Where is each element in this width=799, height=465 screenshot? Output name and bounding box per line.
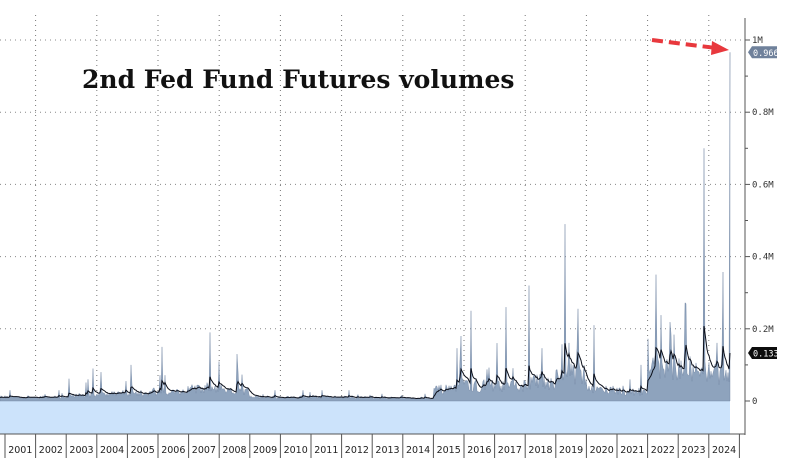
series-daily-volume: [0, 52, 731, 402]
x-tick-label: 2008: [222, 445, 246, 456]
last-value-text: 0.133M: [753, 349, 784, 359]
x-tick-label: 2017: [498, 445, 522, 456]
x-tick-label: 2005: [131, 445, 155, 456]
last-value-text: 0.966M: [753, 49, 784, 59]
x-tick-label: 2015: [437, 445, 461, 456]
y-tick-label: 0.8M: [752, 108, 774, 118]
x-tick-label: 2007: [192, 445, 216, 456]
x-tick-label: 2004: [100, 445, 124, 456]
last-value-label: 0.966M: [748, 46, 784, 59]
y-tick-label: 0: [752, 397, 757, 407]
x-tick-label: 2022: [651, 445, 675, 456]
x-tick-label: 2023: [681, 445, 705, 456]
x-tick-label: 2002: [39, 445, 63, 456]
series-smoothed-volume: [0, 326, 731, 399]
last-value-label: 0.133M: [748, 346, 784, 359]
y-tick-label: 0.6M: [752, 180, 774, 190]
x-tick-label: 2021: [620, 445, 644, 456]
annotation-arrow: [651, 38, 729, 55]
x-axis: 2001 2002 2003 2004 2005 2006 2007 2008 2009 2010…: [0, 433, 745, 458]
x-tick-label: 2006: [161, 445, 185, 456]
last-value-badge: [748, 346, 777, 359]
y-axis: 0 0.2M 0.4M 0.6M 0.8M 1M: [744, 18, 774, 435]
x-tick-label: 2010: [284, 445, 308, 456]
x-tick-label: 2019: [559, 445, 583, 456]
x-tick-label: 2013: [375, 445, 399, 456]
y-tick-label: 1M: [752, 36, 763, 46]
y-tick-label: 0.2M: [752, 325, 774, 335]
x-tick-label: 2014: [406, 445, 430, 456]
x-tick-label: 2011: [314, 445, 338, 456]
x-tick-label: 2001: [8, 445, 32, 456]
zero-baseline-fill: [0, 401, 730, 434]
x-tick-label: 2016: [467, 445, 491, 456]
x-tick-label: 2018: [528, 445, 552, 456]
x-tick-label: 2012: [345, 445, 369, 456]
x-tick-label: 2024: [712, 445, 736, 456]
x-tick-label: 2009: [253, 445, 277, 456]
chart-title: 2nd Fed Fund Futures volumes: [82, 65, 514, 94]
x-tick-label: 2003: [69, 445, 93, 456]
last-value-badge: [748, 46, 777, 59]
x-tick-label: 2020: [590, 445, 614, 456]
grid: [0, 15, 745, 434]
y-tick-label: 0.4M: [752, 253, 774, 263]
